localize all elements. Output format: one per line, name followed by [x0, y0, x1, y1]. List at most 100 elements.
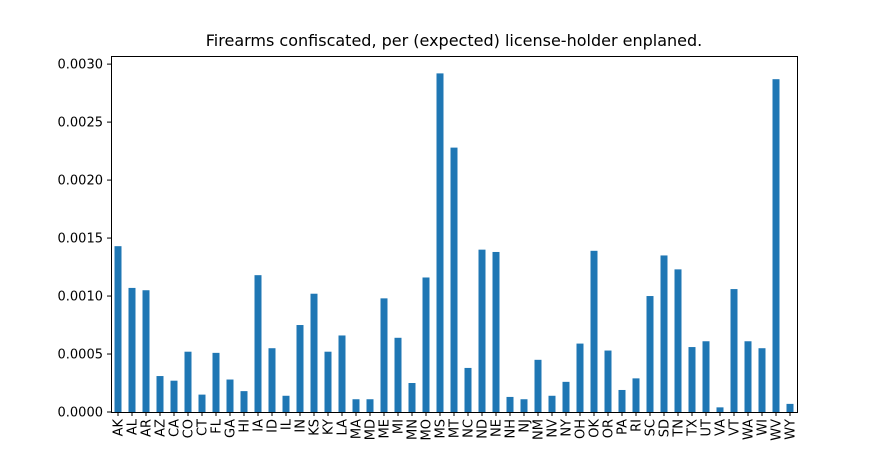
- bar-ok: [590, 250, 598, 412]
- x-tick-label: MS: [434, 419, 449, 438]
- y-tick-label: 0.0000: [58, 406, 104, 421]
- bar-mo: [422, 277, 430, 412]
- x-tick-label: IN: [294, 419, 309, 433]
- bar-nv: [548, 395, 556, 412]
- bar-in: [296, 325, 304, 412]
- x-tick-label: NJ: [518, 419, 533, 433]
- bars-layer: [114, 73, 794, 413]
- bar-al: [128, 287, 136, 412]
- bar-mt: [450, 147, 458, 413]
- x-tick-label: UT: [700, 419, 715, 437]
- bar-ca: [170, 380, 178, 412]
- bar-id: [268, 348, 276, 412]
- x-tick-label: NY: [560, 419, 575, 437]
- y-tick-label: 0.0015: [58, 232, 104, 247]
- bar-wa: [744, 341, 752, 412]
- x-tick-label: MI: [392, 419, 407, 434]
- x-tick-label: NM: [532, 419, 547, 440]
- x-tick-label: CT: [196, 419, 211, 436]
- x-tick-label: IA: [252, 419, 267, 432]
- x-tick-label: TN: [672, 419, 687, 438]
- x-tick-label: WI: [756, 419, 771, 436]
- bar-la: [338, 335, 346, 412]
- bar-ut: [702, 341, 710, 412]
- x-tick-label: LA: [336, 419, 351, 436]
- bar-ne: [492, 251, 500, 412]
- bar-ri: [632, 378, 640, 412]
- y-tick-label: 0.0005: [58, 348, 104, 363]
- x-tick-label: OH: [574, 419, 589, 439]
- x-tick-label: KS: [308, 419, 323, 436]
- x-tick-label: CO: [182, 419, 197, 438]
- x-tick-label: ME: [378, 419, 393, 438]
- bar-hi: [240, 391, 248, 412]
- bar-me: [380, 298, 388, 412]
- x-tick-label: NE: [490, 419, 505, 437]
- x-tick-label: AK: [112, 419, 127, 437]
- bar-oh: [576, 343, 584, 412]
- x-tick-label: NH: [504, 419, 519, 439]
- x-tick-label: SD: [658, 419, 673, 437]
- x-tick-label: MD: [364, 419, 379, 440]
- x-tick-label: VT: [728, 419, 743, 436]
- x-tick-label: AZ: [154, 419, 169, 437]
- x-tick-label: SC: [644, 419, 659, 436]
- x-tick-label: WV: [770, 419, 785, 441]
- x-tick-label: CA: [168, 419, 183, 437]
- bar-az: [156, 376, 164, 412]
- x-tick-label: OK: [588, 419, 603, 438]
- bar-nh: [506, 396, 514, 412]
- bar-ar: [142, 290, 150, 412]
- x-tick-label: RI: [630, 419, 645, 432]
- x-tick-label: ID: [266, 419, 281, 433]
- x-tick-label: MO: [420, 419, 435, 440]
- bar-tn: [674, 269, 682, 412]
- bar-ct: [198, 394, 206, 412]
- bar-md: [366, 399, 374, 412]
- x-tick-label: WY: [784, 419, 799, 440]
- x-tick-label: MT: [448, 419, 463, 438]
- x-tick-label: VA: [714, 419, 729, 436]
- bar-wy: [786, 403, 794, 412]
- x-tick-label: HI: [238, 419, 253, 433]
- bar-tx: [688, 347, 696, 412]
- x-tick-label: NC: [462, 419, 477, 438]
- bar-mn: [408, 383, 416, 412]
- bar-wv: [772, 79, 780, 412]
- y-tick-label: 0.0030: [58, 58, 104, 73]
- bar-ky: [324, 351, 332, 412]
- bar-pa: [618, 389, 626, 412]
- y-axis: 0.0000 0.0005 0.0010 0.0015 0.0020 0.0025 0.00…: [58, 58, 111, 421]
- bar-nc: [464, 367, 472, 412]
- bar-il: [282, 395, 290, 412]
- bar-fl: [212, 352, 220, 412]
- bar-nj: [520, 399, 528, 412]
- bar-sd: [660, 255, 668, 412]
- x-tick-label: WA: [742, 419, 757, 440]
- bar-ny: [562, 381, 570, 412]
- x-tick-label: OR: [602, 419, 617, 438]
- bar-or: [604, 350, 612, 412]
- bar-vt: [730, 289, 738, 412]
- x-tick-label: IL: [280, 418, 295, 430]
- x-tick-label: TX: [686, 419, 701, 437]
- x-tick-label: NV: [546, 419, 561, 438]
- bar-ak: [114, 246, 122, 412]
- bar-mi: [394, 337, 402, 412]
- x-tick-label: PA: [616, 419, 631, 435]
- x-tick-label: AL: [126, 418, 141, 435]
- x-tick-label: FL: [210, 418, 225, 433]
- bar-wi: [758, 348, 766, 412]
- y-tick-label: 0.0010: [58, 290, 104, 305]
- bar-ga: [226, 379, 234, 412]
- bar-ia: [254, 275, 262, 412]
- plot-frame: [111, 56, 798, 413]
- x-tick-label: AR: [140, 419, 155, 437]
- x-tick-label: MN: [406, 419, 421, 440]
- x-tick-label: GA: [224, 419, 239, 438]
- x-tick-label: MA: [350, 419, 365, 439]
- bar-nd: [478, 249, 486, 412]
- x-tick-label: ND: [476, 419, 491, 439]
